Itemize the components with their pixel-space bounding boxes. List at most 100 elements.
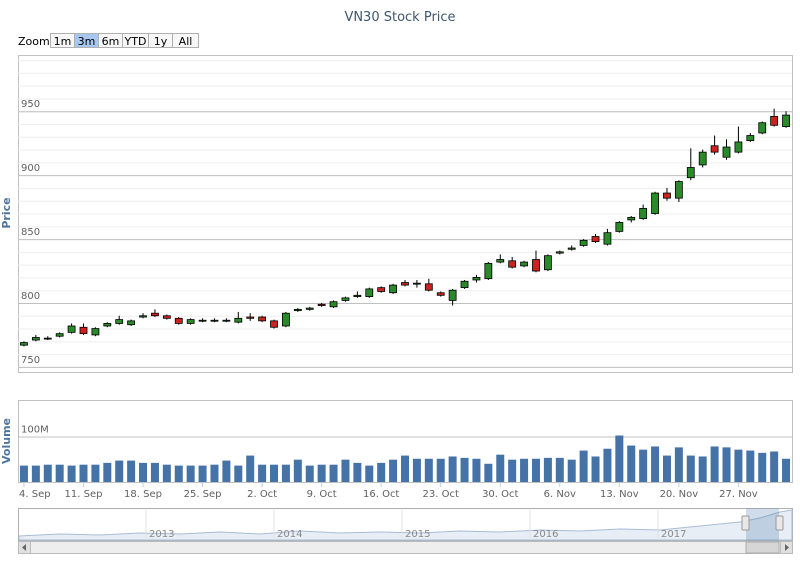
candle-body bbox=[43, 337, 52, 340]
candle-body bbox=[674, 181, 683, 199]
candle-body bbox=[555, 251, 564, 254]
candle-body bbox=[639, 207, 648, 220]
volume-bar bbox=[698, 456, 707, 482]
range-button[interactable]: YTD bbox=[122, 33, 149, 49]
candle bbox=[555, 250, 564, 255]
candle bbox=[67, 323, 76, 334]
price-axis-title: Price bbox=[0, 197, 13, 228]
scrollbar-track bbox=[18, 541, 793, 554]
x-tick-label: 25. Sep bbox=[184, 489, 222, 500]
range-button[interactable]: 1y bbox=[148, 33, 173, 49]
volume-bar bbox=[567, 459, 576, 482]
navigator-handle[interactable] bbox=[775, 515, 784, 531]
volume-bar bbox=[270, 464, 279, 482]
volume-bar bbox=[686, 455, 695, 482]
candle bbox=[401, 279, 409, 287]
volume-bar bbox=[103, 462, 112, 482]
button-box[interactable] bbox=[172, 33, 199, 48]
candle-body bbox=[20, 342, 28, 346]
volume-bar bbox=[127, 460, 136, 482]
volume-bar bbox=[436, 458, 445, 482]
candle-body bbox=[722, 146, 731, 158]
volume-bar bbox=[19, 465, 28, 482]
candle-body bbox=[127, 320, 136, 326]
range-button[interactable]: All bbox=[172, 33, 199, 49]
candle-body bbox=[448, 289, 457, 301]
volume-bar bbox=[79, 464, 88, 482]
candle-body bbox=[55, 333, 64, 337]
scrollbar bbox=[18, 541, 793, 554]
candle-body bbox=[543, 255, 552, 271]
candle bbox=[591, 233, 600, 243]
volume-bar bbox=[186, 465, 195, 482]
volume-bar bbox=[329, 464, 338, 482]
candle bbox=[174, 317, 183, 325]
button-label[interactable]: 1m bbox=[54, 35, 72, 48]
candle bbox=[782, 111, 790, 128]
volume-bar bbox=[448, 456, 457, 482]
volume-bar bbox=[222, 460, 231, 482]
volume-bar bbox=[412, 458, 421, 482]
candle-body bbox=[746, 135, 755, 142]
volume-bar bbox=[579, 450, 588, 482]
candle bbox=[734, 126, 743, 154]
candle bbox=[579, 239, 588, 247]
navigator-handle[interactable] bbox=[741, 515, 750, 531]
candle-body bbox=[31, 337, 40, 341]
volume-panel bbox=[18, 400, 793, 483]
volume-bar bbox=[258, 464, 267, 482]
candle-body bbox=[401, 282, 409, 286]
y-tick-label: 800 bbox=[21, 291, 40, 302]
arrow bbox=[22, 544, 26, 551]
range-button[interactable]: 3m bbox=[74, 33, 99, 49]
candle bbox=[686, 148, 695, 181]
button-label[interactable]: 1y bbox=[154, 35, 168, 48]
x-tick-label: 11. Sep bbox=[65, 489, 103, 500]
navigator-label: 2013 bbox=[149, 529, 174, 540]
volume-bar bbox=[305, 465, 314, 482]
button-label[interactable]: All bbox=[179, 35, 193, 48]
candle bbox=[282, 311, 290, 328]
candle bbox=[353, 291, 362, 298]
candle bbox=[377, 286, 386, 293]
volume-bar bbox=[293, 459, 302, 482]
range-button[interactable]: 6m bbox=[98, 33, 123, 49]
candle bbox=[198, 318, 207, 323]
volume-bar bbox=[734, 449, 743, 482]
candle-body bbox=[234, 317, 243, 323]
volume-bar bbox=[627, 445, 636, 482]
button-label[interactable]: 3m bbox=[78, 35, 96, 48]
candle bbox=[698, 149, 707, 168]
y-tick-label: 100M bbox=[21, 424, 49, 435]
candle bbox=[508, 256, 517, 269]
navigator-window[interactable] bbox=[746, 508, 779, 541]
volume-bar bbox=[246, 455, 255, 482]
candle bbox=[627, 216, 636, 223]
x-tick-label: 23. Oct bbox=[423, 489, 459, 500]
volume-bar bbox=[91, 464, 100, 482]
candle bbox=[139, 313, 147, 319]
volume-bar bbox=[365, 465, 374, 482]
candle-body bbox=[67, 325, 76, 333]
x-tick-label: 20. Nov bbox=[660, 489, 699, 500]
button-label[interactable]: 6m bbox=[102, 35, 120, 48]
volume-bar bbox=[341, 459, 350, 482]
candle-body bbox=[139, 315, 147, 318]
candle-body bbox=[198, 319, 207, 322]
scroll-thumb[interactable] bbox=[745, 541, 780, 554]
volume-bar bbox=[591, 456, 600, 482]
candle-body bbox=[174, 317, 183, 324]
candle-body bbox=[532, 259, 540, 272]
volume-bar bbox=[603, 448, 612, 482]
y-tick-label: 750 bbox=[21, 355, 40, 366]
volume-bar bbox=[531, 458, 540, 482]
candle-body bbox=[472, 277, 481, 281]
range-button[interactable]: 1m bbox=[50, 33, 75, 49]
volume-bar bbox=[389, 459, 398, 482]
volume-bar bbox=[615, 435, 624, 482]
candle bbox=[91, 327, 100, 337]
candle bbox=[329, 300, 338, 309]
candle bbox=[115, 315, 124, 325]
candle bbox=[448, 288, 457, 306]
button-label[interactable]: YTD bbox=[124, 35, 147, 48]
